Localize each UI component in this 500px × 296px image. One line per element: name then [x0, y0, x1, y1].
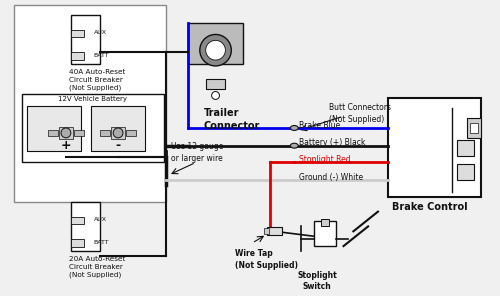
- Bar: [264, 229, 268, 234]
- Bar: [90, 106, 144, 151]
- Bar: [100, 130, 110, 136]
- Circle shape: [61, 128, 71, 138]
- Text: Brake Blue: Brake Blue: [299, 120, 341, 130]
- Circle shape: [206, 40, 226, 60]
- Bar: [321, 218, 328, 226]
- Bar: [74, 130, 84, 136]
- Bar: [188, 22, 243, 64]
- Bar: [206, 79, 226, 89]
- Bar: [48, 130, 58, 136]
- Bar: [71, 239, 84, 247]
- Text: 12V Vehicle Battery: 12V Vehicle Battery: [58, 96, 128, 102]
- Bar: [456, 140, 474, 155]
- Text: Battery (+) Black: Battery (+) Black: [299, 138, 366, 147]
- Bar: [466, 118, 481, 138]
- Text: 40A Auto-Reset
Circuit Breaker
(Not Supplied): 40A Auto-Reset Circuit Breaker (Not Supp…: [69, 69, 126, 91]
- Text: AUX: AUX: [94, 217, 106, 222]
- Text: AUX: AUX: [94, 30, 106, 35]
- Bar: [71, 202, 101, 251]
- Bar: [26, 106, 80, 151]
- Bar: [314, 221, 336, 246]
- Bar: [111, 127, 125, 139]
- Text: Stoplight
Switch: Stoplight Switch: [297, 271, 337, 292]
- Text: Trailer
Connector: Trailer Connector: [204, 108, 260, 131]
- Text: Wire Tap
(Not Supplied): Wire Tap (Not Supplied): [235, 249, 298, 270]
- Text: 20A Auto-Reset
Circuit Breaker
(Not Supplied): 20A Auto-Reset Circuit Breaker (Not Supp…: [69, 256, 126, 279]
- Bar: [470, 123, 478, 133]
- Ellipse shape: [290, 126, 298, 131]
- Bar: [266, 227, 282, 235]
- Circle shape: [113, 128, 123, 138]
- Bar: [59, 127, 73, 139]
- Circle shape: [200, 34, 232, 66]
- Text: -: -: [116, 139, 120, 152]
- Circle shape: [212, 91, 220, 99]
- Bar: [14, 5, 166, 202]
- Bar: [388, 99, 482, 197]
- Bar: [71, 15, 101, 64]
- Text: +: +: [60, 139, 71, 152]
- Bar: [456, 164, 474, 180]
- Bar: [71, 217, 84, 224]
- Text: BATT: BATT: [94, 240, 109, 245]
- Text: Ground (-) White: Ground (-) White: [299, 173, 364, 182]
- Text: Stoplight Red: Stoplight Red: [299, 155, 351, 164]
- Ellipse shape: [290, 143, 298, 148]
- Text: Use 12 gauge
or larger wire: Use 12 gauge or larger wire: [172, 142, 224, 163]
- Text: Brake Control: Brake Control: [392, 202, 468, 212]
- Bar: [71, 30, 84, 37]
- Text: Butt Connectors
(Not Supplied): Butt Connectors (Not Supplied): [328, 103, 390, 124]
- Bar: [22, 94, 165, 163]
- Bar: [126, 130, 136, 136]
- Bar: [71, 52, 84, 60]
- Text: BATT: BATT: [94, 53, 109, 58]
